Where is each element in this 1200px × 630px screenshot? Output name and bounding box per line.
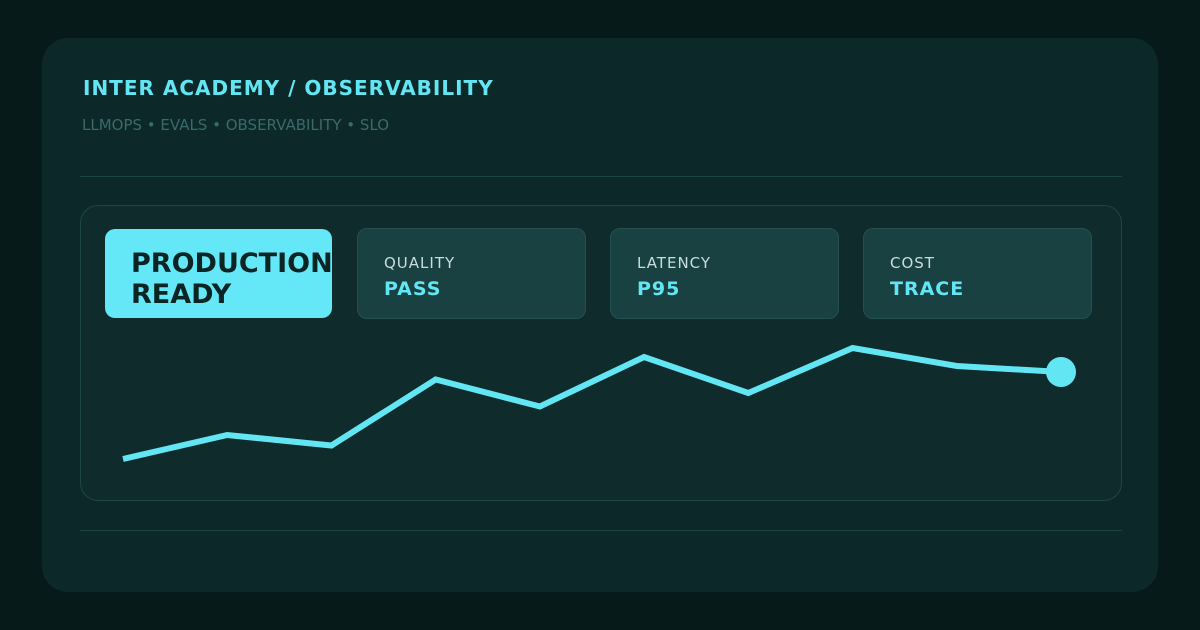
- status-badge-line-1: PRODUCTION: [131, 248, 333, 279]
- page-title: INTER ACADEMY / OBSERVABILITY: [83, 76, 494, 100]
- card-frame: INTER ACADEMY / OBSERVABILITY LLMOPS • E…: [42, 38, 1158, 592]
- trend-chart: [122, 344, 1076, 462]
- metric-value: PASS: [384, 278, 442, 300]
- divider-bottom: [80, 530, 1122, 531]
- metric-card-quality: QUALITY PASS: [357, 228, 586, 319]
- status-badge-text: PRODUCTION READY: [131, 248, 333, 310]
- metric-value: TRACE: [890, 278, 965, 300]
- status-badge-line-2: READY: [131, 279, 232, 310]
- metric-value: P95: [637, 278, 681, 300]
- trend-chart-marks: [122, 344, 1076, 462]
- metric-label: LATENCY: [637, 254, 712, 272]
- divider-top: [80, 176, 1122, 177]
- trend-endpoint: [1046, 357, 1076, 387]
- status-badge: PRODUCTION READY: [105, 229, 333, 318]
- metrics-panel: PRODUCTION READY QUALITY PASS LATENCY P9…: [80, 205, 1122, 501]
- metric-label: COST: [890, 254, 935, 272]
- topic-tags: LLMOPS • EVALS • OBSERVABILITY • SLO: [82, 116, 390, 134]
- metric-card-cost: COST TRACE: [863, 228, 1092, 319]
- trend-line: [122, 344, 1062, 462]
- metric-label: QUALITY: [384, 254, 456, 272]
- metric-card-latency: LATENCY P95: [610, 228, 839, 319]
